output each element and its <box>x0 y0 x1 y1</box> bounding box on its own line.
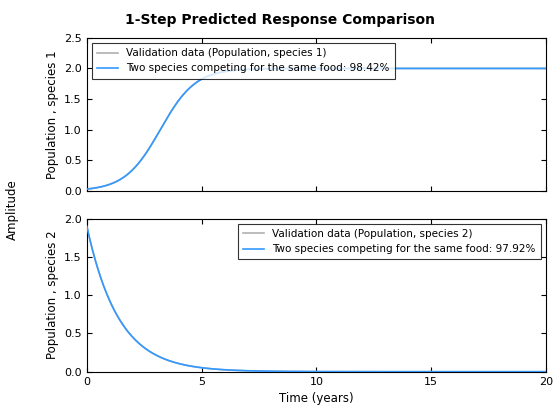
Y-axis label: Population , species 2: Population , species 2 <box>45 231 59 360</box>
Legend: Validation data (Population, species 2), Two species competing for the same food: Validation data (Population, species 2),… <box>238 224 541 260</box>
Two species competing for the same food: 98.42%: (15.7, 2): 98.42%: (15.7, 2) <box>445 66 452 71</box>
Two species competing for the same food: 98.42%: (19.4, 2): 98.42%: (19.4, 2) <box>529 66 536 71</box>
Y-axis label: Population , species 1: Population , species 1 <box>45 50 59 178</box>
Validation data (Population, species 1) <box>529 66 536 71</box>
Two species competing for the same food: 98.42%: (19.4, 2): 98.42%: (19.4, 2) <box>529 66 536 71</box>
Two species competing for the same food: 97.92%: (1.02, 0.911): 97.92%: (1.02, 0.911) <box>107 299 114 304</box>
Two species competing for the same food: 97.92%: (19.4, 1.61e-06): 97.92%: (19.4, 1.61e-06) <box>529 369 536 374</box>
Two species competing for the same food: 97.92%: (9.72, 0.00173): 97.92%: (9.72, 0.00173) <box>307 369 314 374</box>
Two species competing for the same food: 98.42%: (9.19, 2): 98.42%: (9.19, 2) <box>295 66 301 71</box>
Validation data (Population, species 2) <box>295 369 301 374</box>
Line: Validation data (Population, species 2): Validation data (Population, species 2) <box>87 226 546 372</box>
Validation data (Population, species 1) <box>543 66 549 71</box>
Validation data (Population, species 1) <box>307 66 314 71</box>
Validation data (Population, species 1) <box>445 66 452 71</box>
Validation data (Population, species 1) <box>107 181 114 186</box>
Two species competing for the same food: 97.92%: (19.4, 1.62e-06): 97.92%: (19.4, 1.62e-06) <box>529 369 536 374</box>
Two species competing for the same food: 98.42%: (1.02, 0.111): 98.42%: (1.02, 0.111) <box>107 181 114 186</box>
Two species competing for the same food: 98.42%: (20, 2): 98.42%: (20, 2) <box>543 66 549 71</box>
Validation data (Population, species 1) <box>295 66 301 71</box>
Text: Amplitude: Amplitude <box>6 180 19 240</box>
Two species competing for the same food: 97.92%: (0, 1.9): 97.92%: (0, 1.9) <box>83 224 90 229</box>
Text: 1-Step Predicted Response Comparison: 1-Step Predicted Response Comparison <box>125 13 435 26</box>
Validation data (Population, species 1) <box>529 66 536 71</box>
Line: Two species competing for the same food: 98.42%: Two species competing for the same food:… <box>87 68 546 189</box>
Two species competing for the same food: 97.92%: (9.19, 0.00253): 97.92%: (9.19, 0.00253) <box>295 369 301 374</box>
Line: Two species competing for the same food: 97.92%: Two species competing for the same food:… <box>87 226 546 372</box>
Validation data (Population, species 2) <box>307 369 314 374</box>
Two species competing for the same food: 98.42%: (9.72, 2): 98.42%: (9.72, 2) <box>307 66 314 71</box>
Validation data (Population, species 2) <box>529 369 536 374</box>
Line: Validation data (Population, species 1): Validation data (Population, species 1) <box>87 68 546 189</box>
X-axis label: Time (years): Time (years) <box>279 392 354 405</box>
Validation data (Population, species 2) <box>543 369 549 374</box>
Two species competing for the same food: 97.92%: (15.7, 2.26e-05): 97.92%: (15.7, 2.26e-05) <box>445 369 452 374</box>
Validation data (Population, species 2) <box>83 224 90 229</box>
Validation data (Population, species 2) <box>529 369 536 374</box>
Validation data (Population, species 2) <box>445 369 452 374</box>
Two species competing for the same food: 98.42%: (0, 0.0307): 98.42%: (0, 0.0307) <box>83 186 90 192</box>
Validation data (Population, species 2) <box>107 299 114 304</box>
Validation data (Population, species 1) <box>83 186 90 192</box>
Legend: Validation data (Population, species 1), Two species competing for the same food: Validation data (Population, species 1),… <box>92 43 395 79</box>
Two species competing for the same food: 97.92%: (20, 1.06e-06): 97.92%: (20, 1.06e-06) <box>543 369 549 374</box>
